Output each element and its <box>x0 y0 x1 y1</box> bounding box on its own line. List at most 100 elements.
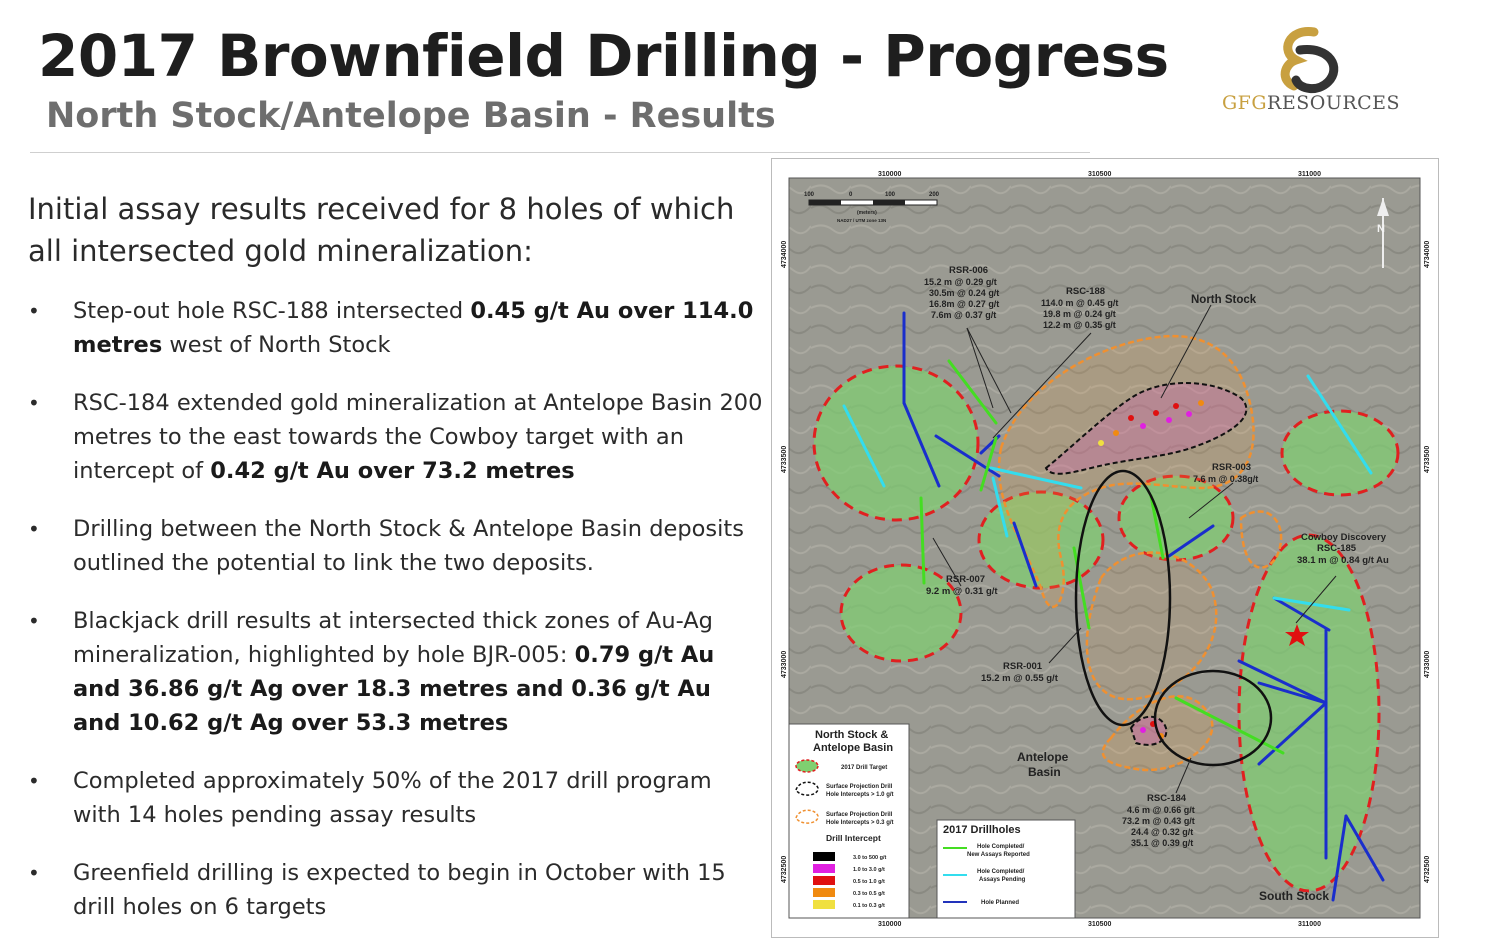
label-line: 15.2 m @ 0.29 g/t <box>924 277 997 287</box>
label-line: 19.8 m @ 0.24 g/t <box>1043 309 1116 319</box>
drill-target <box>812 364 980 522</box>
drillhole-pending <box>842 404 886 488</box>
label-line: RSR-003 <box>1212 462 1251 473</box>
callout-rsr007: RSR-007 9.2 m @ 0.31 g/t <box>926 574 998 597</box>
drillhole-pending <box>1272 596 1351 612</box>
label-south-stock: South Stock <box>1259 889 1329 903</box>
bullet-dot: • <box>28 861 40 885</box>
bullet-text: Greenfield drilling is expected to begin… <box>73 860 726 920</box>
label-line: 15.2 m @ 0.55 g/t <box>981 673 1059 684</box>
bullet-highlight: 0.42 g/t Au over 73.2 metres <box>210 458 575 484</box>
grid-label-x: 310500 <box>1088 921 1111 928</box>
logo-suffix: RESOURCES <box>1267 92 1401 114</box>
drillhole-planned <box>1257 681 1328 705</box>
bullet-text: Drilling between the North Stock & Antel… <box>73 516 744 576</box>
bullet-text: Blackjack drill results at intersected t… <box>73 608 713 668</box>
label-line: 30.5m @ 0.24 g/t <box>929 288 999 298</box>
legend-label: New Assays Reported <box>967 852 1030 858</box>
bullet-text: west of North Stock <box>162 332 391 358</box>
legend-label: 1.0 to 3.0 g/t <box>853 867 885 873</box>
legend-label: Assays Pending <box>979 877 1026 883</box>
highlight-ellipse <box>1153 669 1273 767</box>
legend-label: Surface Projection Drill <box>826 784 893 790</box>
label-line: 114.0 m @ 0.45 g/t <box>1041 298 1118 308</box>
scale-tick: 0 <box>849 192 853 198</box>
legend-title: Antelope Basin <box>813 742 893 754</box>
label-line: 7.6 m @ 0.38g/t <box>1193 474 1258 484</box>
drillhole-planned <box>1167 524 1215 558</box>
legend-label: 2017 Drill Target <box>841 765 887 771</box>
bullet-item: • Blackjack drill results at intersected … <box>28 604 763 740</box>
bullet-item: • Step-out hole RSC-188 intersected 0.45 … <box>28 294 763 362</box>
drill-targets <box>812 364 1400 893</box>
bullet-dot: • <box>28 299 40 323</box>
label-line: Cowboy Discovery <box>1301 532 1387 543</box>
legend-label: 3.0 to 500 g/t <box>853 855 886 861</box>
bullet-text: Step-out hole RSC-188 intersected <box>73 298 471 324</box>
drill-target <box>1117 474 1235 562</box>
bullet-dot: • <box>28 517 40 541</box>
drill-target <box>1237 533 1381 893</box>
label-line: RSR-007 <box>946 574 985 585</box>
drillhole-assayed <box>947 359 998 425</box>
label-line: 12.2 m @ 0.35 g/t <box>1043 320 1116 330</box>
legend-label: Hole Completed/ <box>977 869 1025 875</box>
logo-wordmark: GFGRESOURCES <box>1222 92 1400 114</box>
grid-label-x: 311000 <box>1298 921 1321 928</box>
grid-label-y: 4732500 <box>1424 856 1431 883</box>
legend-label: Hole Intercepts > 1.0 g/t <box>826 792 894 798</box>
drillhole-planned <box>1331 814 1348 902</box>
callout-rsc188: RSC-188 114.0 m @ 0.45 g/t 19.8 m @ 0.24… <box>1041 286 1118 330</box>
intro-text: Initial assay results received for 8 hol… <box>28 192 735 268</box>
grid-label-y: 4734000 <box>1424 241 1431 268</box>
label-line: RSC-185 <box>1317 543 1357 554</box>
grid-label-x: 310500 <box>1088 171 1111 178</box>
intercept-envelope <box>1239 510 1283 569</box>
map-datum: NAD27 / UTM zone 13N <box>837 218 886 223</box>
drillhole-assayed <box>1149 494 1165 560</box>
pending-drillholes <box>842 374 1373 612</box>
drill-target <box>839 563 963 663</box>
label-line: 73.2 m @ 0.43 g/t <box>1122 816 1195 826</box>
bullet-item: • Completed approximately 50% of the 2017… <box>28 764 763 832</box>
drillhole-pending <box>1306 374 1373 475</box>
grid-label-y: 4732500 <box>781 856 788 883</box>
bullet-item: • Drilling between the North Stock & Ante… <box>28 512 763 580</box>
legend-title: 2017 Drillholes <box>943 824 1021 836</box>
bullet-highlight: 0.79 g/t Au and 36.86 g/t Ag over 18.3 m… <box>73 642 715 736</box>
high-grade-outline <box>1129 715 1168 746</box>
drillhole-planned <box>1237 659 1328 705</box>
slide-subtitle: North Stock/Antelope Basin - Results <box>46 96 776 136</box>
label-line: 38.1 m @ 0.84 g/t Au <box>1297 555 1389 566</box>
grid-label-x: 311000 <box>1298 171 1321 178</box>
bullet-item: • RSC-184 extended gold mineralization at… <box>28 386 763 488</box>
leader-lines <box>932 304 1337 794</box>
drillhole-planned <box>1344 814 1385 882</box>
grid-label-x: 310000 <box>878 171 901 178</box>
label-antelope-basin: Antelope Basin <box>1017 750 1069 779</box>
drillhole-assayed <box>979 436 998 492</box>
bullet-highlight: 0.45 g/t Au over 114.0 metres <box>73 298 754 358</box>
grid-label-y: 4733000 <box>1424 651 1431 678</box>
legend-label: 0.1 to 0.3 g/t <box>853 903 885 909</box>
drillhole-planned <box>1012 521 1038 588</box>
results-bullet-list: • Step-out hole RSC-188 intersected 0.45 … <box>28 294 763 924</box>
map-border <box>788 177 1421 919</box>
legend-label: Hole Planned <box>981 900 1019 906</box>
scale-unit: (meters) <box>857 210 877 216</box>
label-north-stock: North Stock <box>1191 294 1257 306</box>
grid-label-y: 4733500 <box>1424 446 1431 473</box>
legend-label: Surface Projection Drill <box>826 812 893 818</box>
grid-label-y: 4734000 <box>781 241 788 268</box>
north-arrow-icon: N <box>1377 198 1389 268</box>
label-line: 4.6 m @ 0.66 g/t <box>1127 805 1195 815</box>
label-line: Basin <box>1028 765 1061 779</box>
drillhole-planned <box>902 401 941 488</box>
callout-rsr003: RSR-003 7.6 m @ 0.38g/t <box>1193 462 1258 484</box>
label-line: RSC-184 <box>1147 793 1187 804</box>
drillhole-legend: 2017 Drillholes Hole Completed/ New Assa… <box>936 819 1076 919</box>
legend-label: Hole Completed/ <box>977 844 1025 850</box>
highlight-ellipse <box>1074 469 1172 727</box>
grid-label-x: 310000 <box>878 921 901 928</box>
assayed-drillholes <box>919 359 1285 755</box>
